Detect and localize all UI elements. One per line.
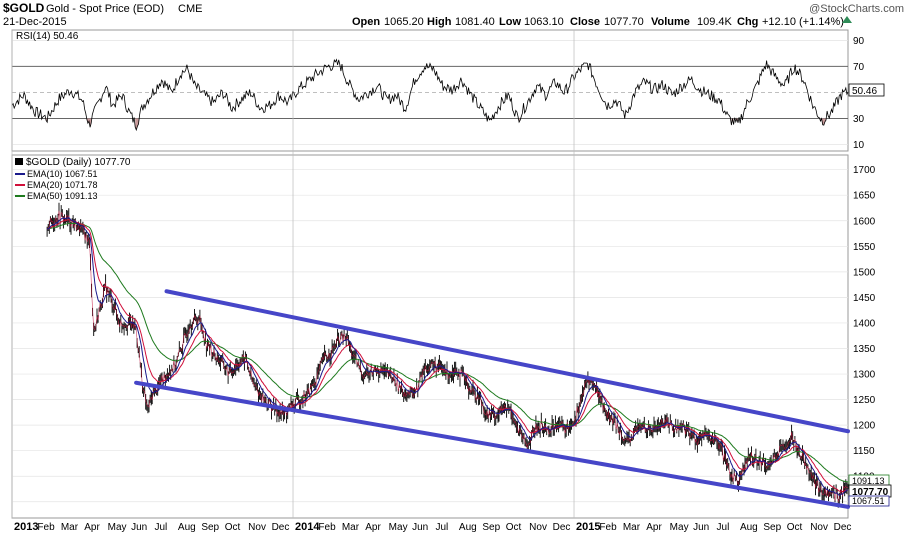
high-value: 1081.40 [455, 16, 495, 28]
x-tick-label: Feb [37, 522, 55, 533]
x-tick-label: Aug [459, 522, 477, 533]
x-tick-label: Jun [412, 522, 428, 533]
rsi-panel: 9070503010 50.46 RSI(14) 50.46 [11, 29, 885, 152]
open-value: 1065.20 [384, 16, 424, 28]
x-tick-label: 2015 [576, 521, 600, 533]
price-tick-label: 1450 [853, 293, 876, 304]
x-tick-label: Oct [787, 522, 803, 533]
x-tick-label: Dec [272, 522, 290, 533]
rsi-value-tag-box [848, 83, 885, 97]
open-label: Open [352, 16, 380, 28]
rsi-value-tag: 50.46 [852, 86, 877, 97]
ema50-tag: 1091.13 [852, 476, 885, 486]
price-axis: 1700 1650 1600 1550 1500 1450 1400 1350 1300 1250… [853, 165, 876, 508]
x-tick-label: 2014 [295, 521, 320, 533]
rsi-frame [11, 29, 849, 152]
x-tick-label: Aug [740, 522, 758, 533]
ema10-line [47, 217, 849, 496]
rsi-tick-label: 90 [853, 36, 865, 47]
x-tick-label: May [389, 522, 408, 533]
ema10-tag-box [848, 495, 890, 507]
volume-label: Volume [651, 16, 690, 28]
close-tag: 1077.70 [852, 487, 889, 498]
x-grid [11, 30, 575, 518]
price-tick-label: 1250 [853, 395, 876, 406]
exchange: CME [178, 3, 202, 15]
price-legend-icon [15, 158, 23, 165]
rsi-tick-label: 70 [853, 62, 865, 73]
price-frame [11, 154, 849, 519]
ema50-legend: EMA(50) 1091.13 [27, 191, 98, 201]
change-value: +12.10 (+1.14%) [762, 16, 844, 28]
price-tick-label: 1600 [853, 216, 876, 227]
x-tick-label: Jul [155, 522, 168, 533]
x-tick-label: Apr [84, 522, 100, 533]
x-tick-label: Sep [201, 522, 219, 533]
x-tick-label: Apr [646, 522, 662, 533]
x-tick-label: Dec [553, 522, 571, 533]
x-tick-label: Mar [623, 522, 641, 533]
ohlc-summary: Open 1065.20 High 1081.40 Low 1063.10 Cl… [352, 16, 852, 28]
x-tick-label: Nov [248, 522, 266, 533]
close-value: 1077.70 [604, 16, 644, 28]
channel-upper-line [164, 289, 850, 434]
low-value: 1063.10 [524, 16, 564, 28]
rsi-tick-label: 30 [853, 114, 865, 125]
chart-date: 21-Dec-2015 [3, 16, 67, 28]
price-tick-label: 1350 [853, 344, 876, 355]
x-tick-label: Mar [342, 522, 360, 533]
up-arrow-icon [842, 16, 852, 23]
x-tick-label: Feb [599, 522, 617, 533]
volume-value: 109.4K [697, 16, 733, 28]
x-tick-label: Nov [810, 522, 828, 533]
price-tick-label: 1300 [853, 370, 876, 381]
price-tick-label: 1400 [853, 318, 876, 329]
x-tick-label: May [108, 522, 127, 533]
x-tick-label: Feb [318, 522, 336, 533]
ema10-legend: EMA(10) 1067.51 [27, 169, 98, 179]
rsi-label: RSI(14) 50.46 [16, 31, 79, 42]
x-tick-label: Jun [131, 522, 147, 533]
x-tick-label: Jun [693, 522, 709, 533]
close-label: Close [570, 16, 600, 28]
rsi-line [11, 58, 849, 132]
x-tick-label: Nov [529, 522, 547, 533]
x-tick-label: Jul [717, 522, 730, 533]
price-tick-label: 1650 [853, 191, 876, 202]
watermark: @StockCharts.com [809, 3, 904, 15]
x-tick-label: 2013 [14, 521, 38, 533]
x-tick-label: Sep [763, 522, 781, 533]
ema10-tag: 1067.51 [852, 496, 885, 506]
price-panel: 1700 1650 1600 1550 1500 1450 1400 1350 1300 1250… [11, 30, 892, 519]
price-tick-label: 1200 [853, 421, 876, 432]
x-tick-label: Jul [436, 522, 449, 533]
price-tick-label: 1500 [853, 267, 876, 278]
price-tick-label: 1150 [853, 446, 875, 457]
rsi-oversold-area [135, 118, 139, 130]
price-tick-label: 1700 [853, 165, 876, 176]
rsi-tick-label: 10 [853, 140, 865, 151]
x-tick-label: Aug [178, 522, 196, 533]
price-legend-main: $GOLD (Daily) 1077.70 [26, 157, 131, 168]
price-tick-label: 1550 [853, 242, 876, 253]
change-label: Chg [737, 16, 758, 28]
high-label: High [427, 16, 452, 28]
x-tick-label: Mar [61, 522, 79, 533]
x-tick-label: Oct [506, 522, 522, 533]
x-tick-label: Apr [365, 522, 381, 533]
ema20-legend: EMA(20) 1071.78 [27, 180, 98, 190]
x-tick-label: Dec [834, 522, 852, 533]
channel-lower-line [134, 380, 850, 509]
symbol: $GOLD [3, 1, 45, 15]
low-label: Low [499, 16, 521, 28]
instrument-name: Gold - Spot Price (EOD) [46, 3, 164, 15]
x-tick-label: Oct [225, 522, 241, 533]
x-tick-label: May [670, 522, 689, 533]
x-tick-label: Sep [482, 522, 500, 533]
